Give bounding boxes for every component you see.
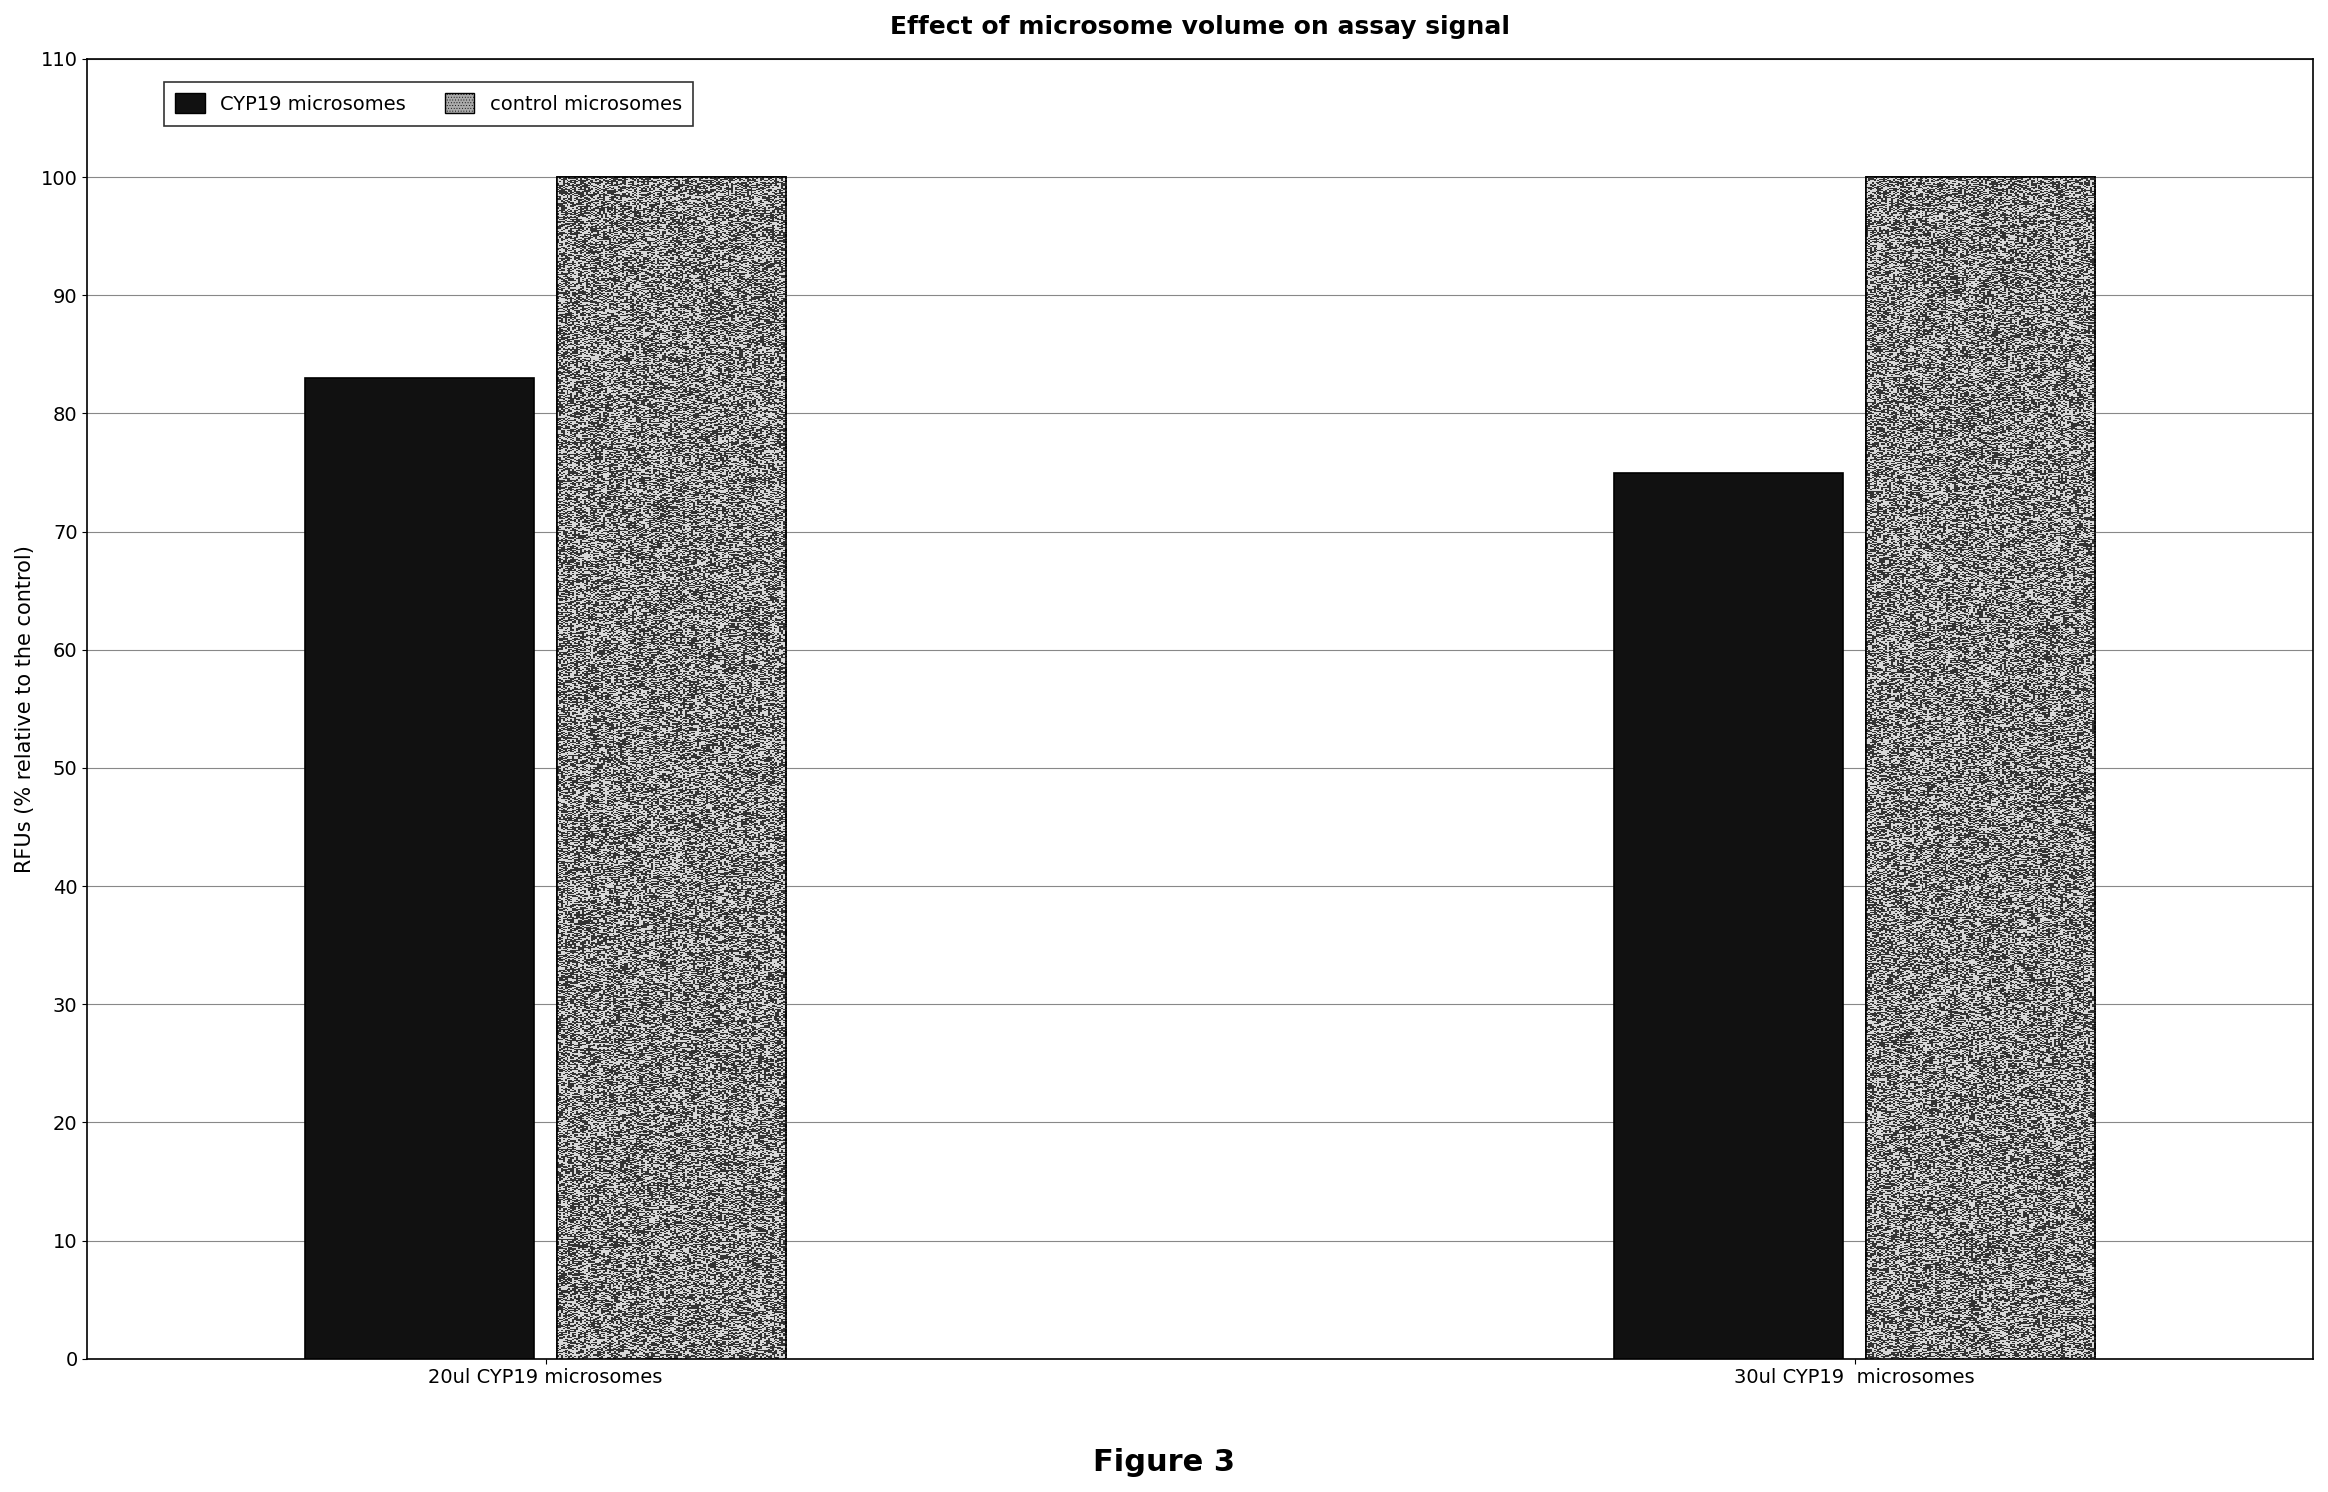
Y-axis label: RFUs (% relative to the control): RFUs (% relative to the control) bbox=[14, 545, 35, 873]
Bar bbox=[305, 377, 533, 1359]
Bar bbox=[556, 178, 787, 1359]
Title: Effect of microsome volume on assay signal: Effect of microsome volume on assay sign… bbox=[889, 15, 1511, 39]
Bar bbox=[1867, 178, 2095, 1359]
Text: Figure 3: Figure 3 bbox=[1094, 1447, 1234, 1477]
Bar bbox=[1867, 178, 2095, 1359]
Legend: CYP19 microsomes, control microsomes: CYP19 microsomes, control microsomes bbox=[163, 82, 694, 125]
Bar bbox=[556, 178, 787, 1359]
Bar bbox=[1613, 473, 1844, 1359]
